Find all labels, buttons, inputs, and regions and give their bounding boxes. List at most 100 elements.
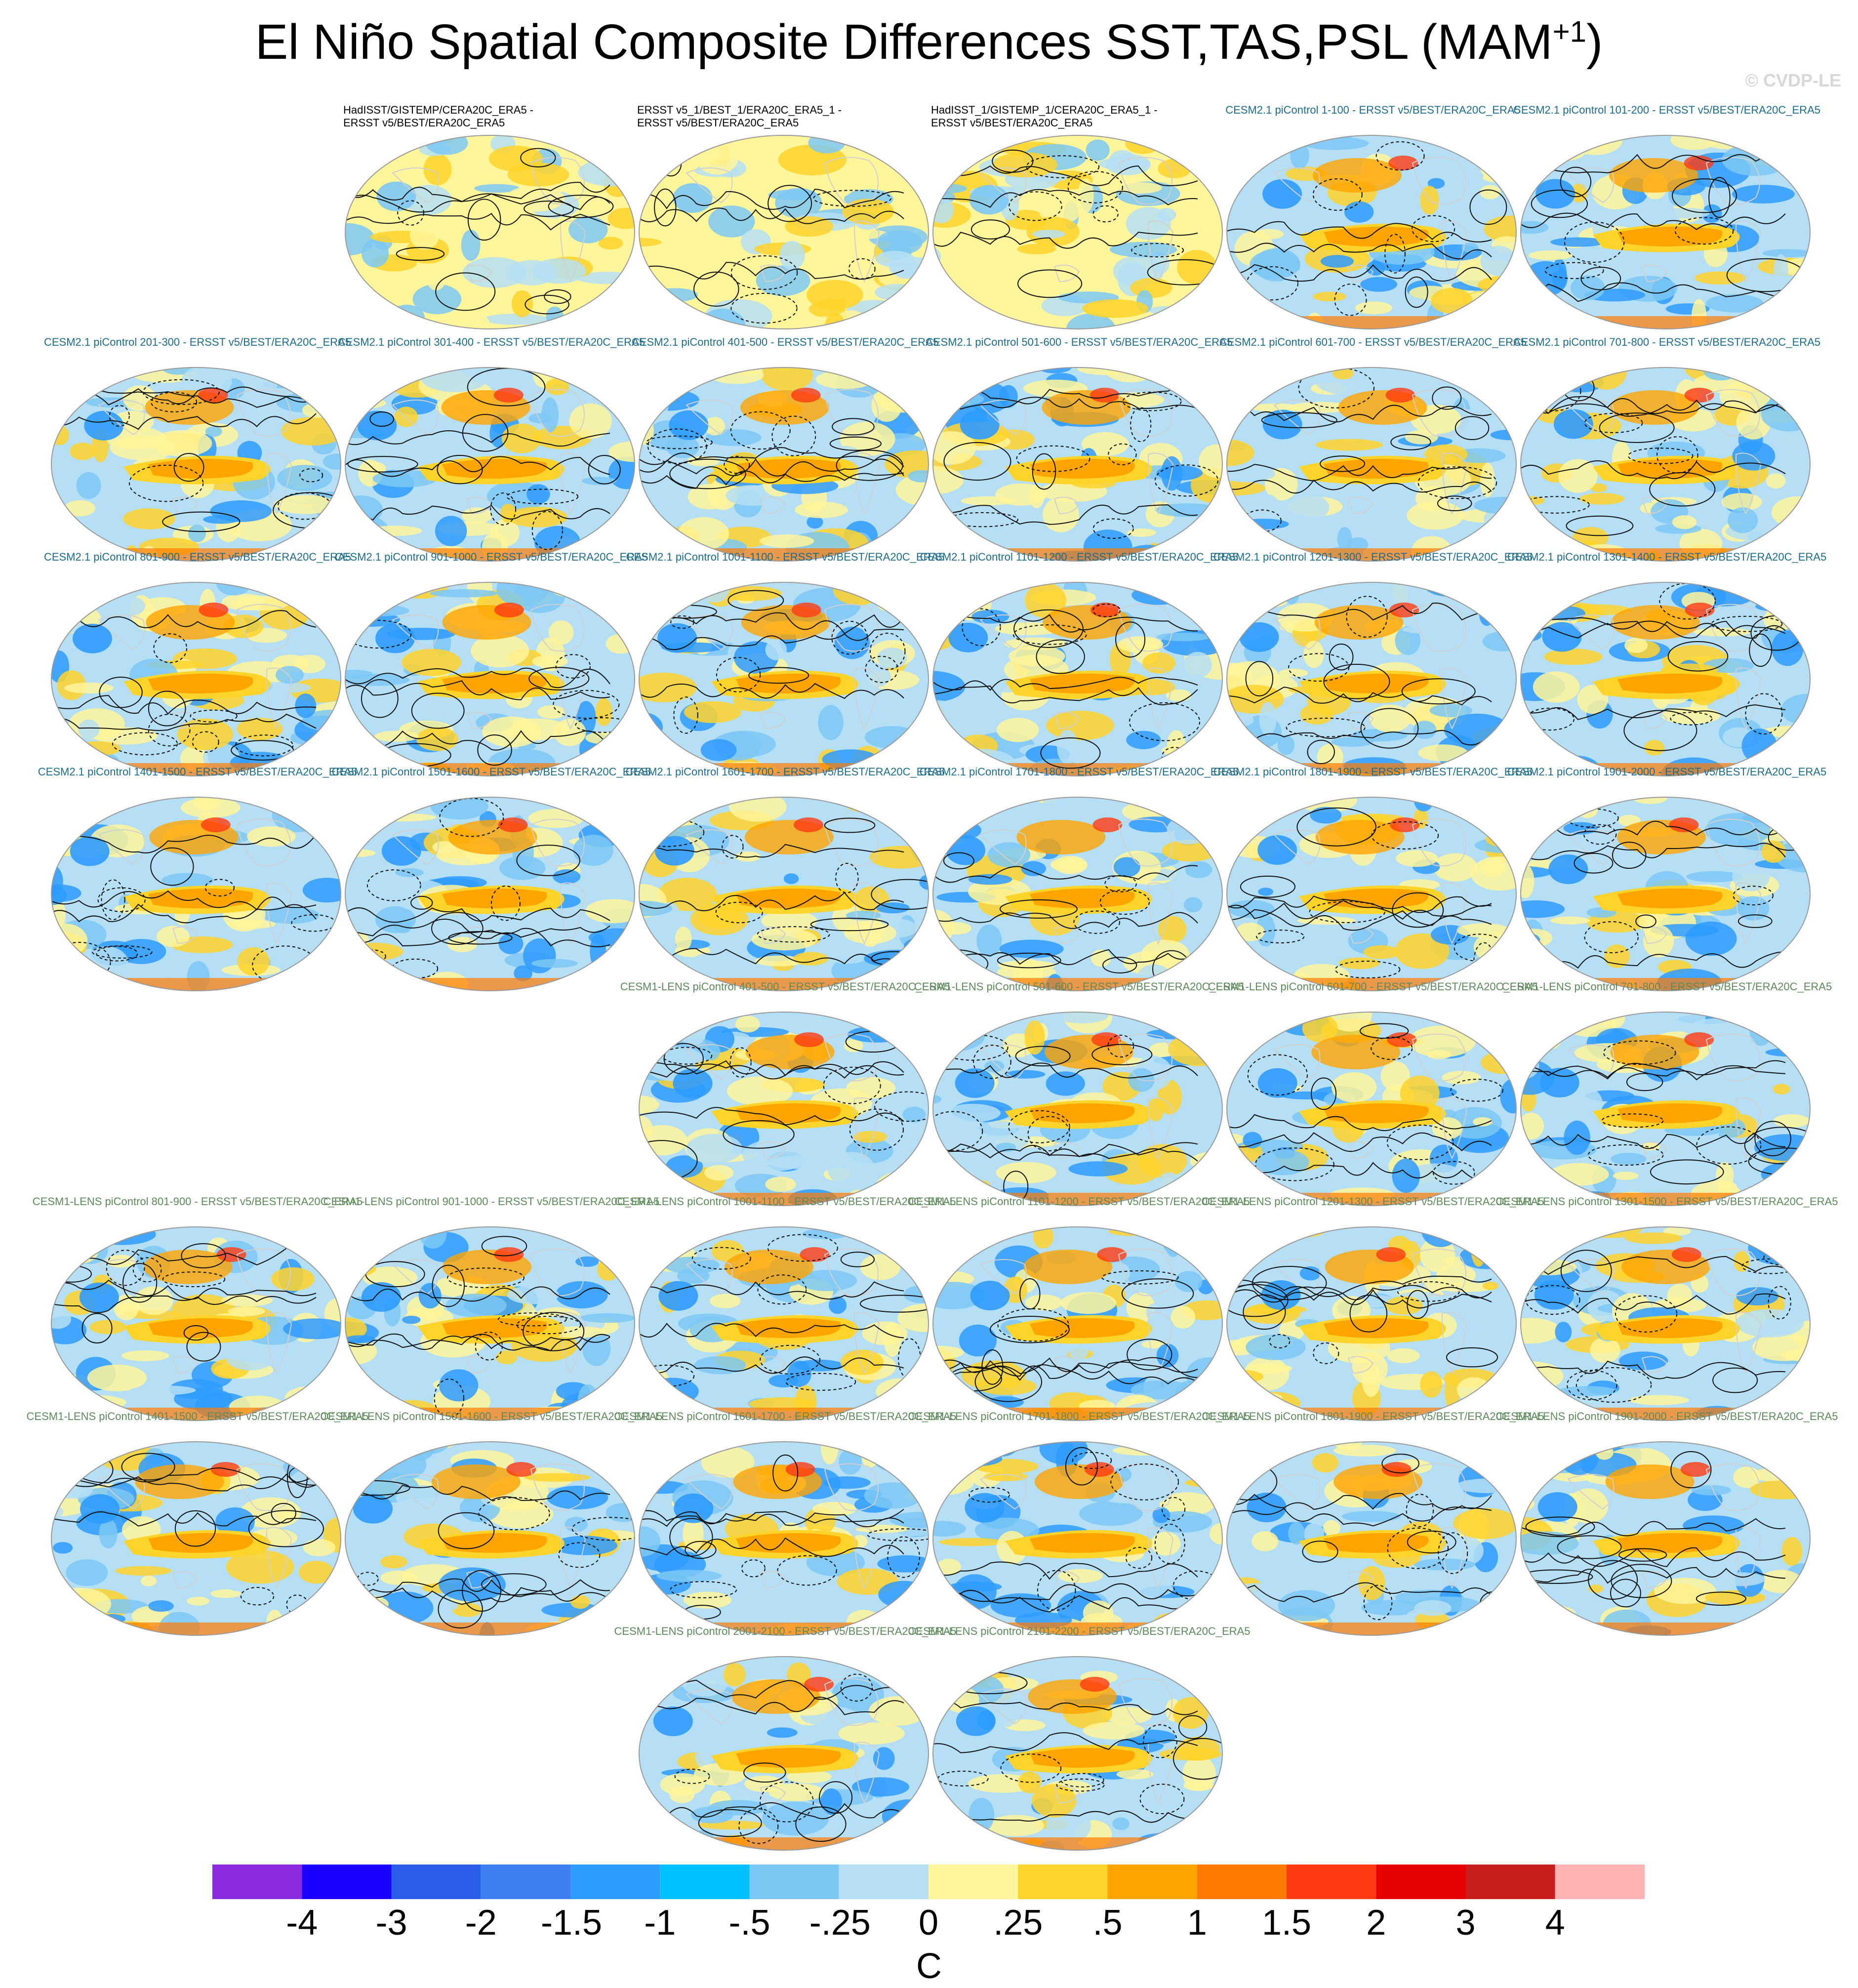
map-panel: CESM1-LENS piControl 2101-2200 - ERSST v… <box>908 1625 1250 1852</box>
colorbar-tick-label: -.5 <box>728 1903 770 1943</box>
panel-label: CESM2.1 piControl 1001-1100 - ERSST v5/B… <box>626 551 945 563</box>
title-superscript: +1 <box>1552 15 1586 48</box>
colorbar-tick-label: -.25 <box>809 1903 871 1943</box>
map-panel: CESM1-LENS piControl 1801-1900 - ERSST v… <box>1202 1410 1544 1637</box>
panel-label: CESM1-LENS piControl 401-500 - ERSST v5/… <box>620 980 951 993</box>
robinson-map <box>1226 1441 1517 1636</box>
map-panel: CESM2.1 piControl 1801-1900 - ERSST v5/B… <box>1213 766 1533 993</box>
robinson-map <box>639 1441 929 1636</box>
colorbar-swatch <box>929 1865 1018 1899</box>
colorbar-tick-label: 3 <box>1455 1903 1476 1943</box>
panel-label: HadISST_1/GISTEMP_1/CERA20C_ERA5_1 - ERS… <box>931 104 1158 129</box>
map-panel: CESM2.1 piControl 801-900 - ERSST v5/BES… <box>44 551 351 778</box>
colorbar-tick-label: -4 <box>286 1903 318 1943</box>
map-panel: CESM1-LENS piControl 1401-1500 - ERSST v… <box>27 1410 368 1637</box>
colorbar-tick-label: .5 <box>1092 1903 1123 1943</box>
robinson-map <box>345 1226 635 1421</box>
panel-label: CESM1-LENS piControl 2101-2200 - ERSST v… <box>908 1625 1251 1637</box>
panel-label: CESM2.1 piControl 401-500 - ERSST v5/BES… <box>632 336 939 348</box>
robinson-map <box>51 367 341 562</box>
robinson-map <box>639 1226 929 1421</box>
panel-label: CESM2.1 piControl 1801-1900 - ERSST v5/B… <box>1213 766 1533 778</box>
panel-label: CESM2.1 piControl 901-1000 - ERSST v5/BE… <box>334 551 648 563</box>
robinson-map <box>639 367 929 562</box>
colorbar-swatch <box>749 1865 839 1899</box>
colorbar-swatch <box>302 1865 392 1899</box>
colorbar-tick-label: 1.5 <box>1261 1903 1312 1943</box>
colorbar-swatch <box>1197 1865 1287 1899</box>
colorbar-swatch <box>1107 1865 1197 1899</box>
panel-label: CESM2.1 piControl 1401-1500 - ERSST v5/B… <box>38 766 358 778</box>
map-panel: CESM2.1 piControl 301-400 - ERSST v5/BES… <box>338 336 645 563</box>
panel-label: CESM1-LENS piControl 601-700 - ERSST v5/… <box>1208 980 1538 993</box>
colorbar-tick-label: .25 <box>993 1903 1043 1943</box>
robinson-map <box>1520 135 1811 329</box>
panel-label: CESM2.1 piControl 1601-1700 - ERSST v5/B… <box>625 766 945 778</box>
robinson-map <box>1226 1012 1517 1206</box>
panel-label: CESM1-LENS piControl 1601-1700 - ERSST v… <box>614 1410 957 1422</box>
robinson-map <box>51 1441 341 1636</box>
map-panel: CESM2.1 piControl 101-200 - ERSST v5/BES… <box>1513 104 1820 331</box>
map-panel: ERSST v5_1/BEST_1/ERA20C_ERA5_1 - ERSST … <box>637 104 930 331</box>
map-panel: CESM1-LENS piControl 1101-1200 - ERSST v… <box>908 1195 1250 1422</box>
map-panel: CESM2.1 piControl 1101-1200 - ERSST v5/B… <box>920 551 1238 778</box>
robinson-map <box>1520 1441 1811 1636</box>
colorbar-tick-label: 0 <box>918 1903 939 1943</box>
panel-label: CESM2.1 piControl 1501-1600 - ERSST v5/B… <box>331 766 651 778</box>
panel-label: CESM1-LENS piControl 1401-1500 - ERSST v… <box>26 1410 369 1422</box>
robinson-map <box>932 582 1223 776</box>
map-panel: CESM1-LENS piControl 1501-1600 - ERSST v… <box>321 1410 662 1637</box>
panel-label: CESM1-LENS piControl 701-800 - ERSST v5/… <box>1501 980 1832 993</box>
map-panel: CESM1-LENS piControl 1601-1700 - ERSST v… <box>614 1410 956 1637</box>
panel-label: CESM2.1 piControl 201-300 - ERSST v5/BES… <box>44 336 351 348</box>
title-close: ) <box>1586 14 1603 70</box>
colorbar-swatch <box>1287 1865 1376 1899</box>
watermark: © CVDP-LE <box>1745 70 1841 90</box>
map-panel: CESM1-LENS piControl 1001-1100 - ERSST v… <box>614 1195 956 1422</box>
panel-label: CESM1-LENS piControl 1801-1900 - ERSST v… <box>1202 1410 1544 1422</box>
map-panel: CESM1-LENS piControl 1701-1800 - ERSST v… <box>908 1410 1250 1637</box>
map-panel: CESM2.1 piControl 1701-1800 - ERSST v5/B… <box>920 766 1239 993</box>
robinson-map <box>1520 797 1811 991</box>
panel-label: CESM1-LENS piControl 901-1000 - ERSST v5… <box>323 1195 660 1208</box>
robinson-map <box>639 135 929 329</box>
panel-label: CESM2.1 piControl 1701-1800 - ERSST v5/B… <box>919 766 1239 778</box>
map-panel: CESM2.1 piControl 1601-1700 - ERSST v5/B… <box>626 766 945 993</box>
colorbar-tick-label: -3 <box>375 1903 407 1943</box>
robinson-map <box>639 797 929 991</box>
panel-label: CESM1-LENS piControl 1001-1100 - ERSST v… <box>614 1195 956 1208</box>
robinson-map <box>345 797 635 991</box>
panel-label: CESM2.1 piControl 1101-1200 - ERSST v5/B… <box>920 551 1239 563</box>
robinson-map <box>1226 367 1517 562</box>
robinson-map <box>345 135 635 329</box>
panel-label: CESM1-LENS piControl 1701-1800 - ERSST v… <box>908 1410 1251 1422</box>
colorbar-swatch <box>1555 1865 1645 1899</box>
map-panel: CESM2.1 piControl 1901-2000 - ERSST v5/B… <box>1507 766 1826 993</box>
panel-label: CESM1-LENS piControl 2001-2100 - ERSST v… <box>614 1625 957 1637</box>
map-panel: CESM1-LENS piControl 401-500 - ERSST v5/… <box>620 980 950 1208</box>
colorbar-swatch <box>1018 1865 1108 1899</box>
panel-label: CESM2.1 piControl 1901-2000 - ERSST v5/B… <box>1507 766 1827 778</box>
map-panel: CESM2.1 piControl 601-700 - ERSST v5/BES… <box>1219 336 1527 563</box>
colorbar-swatch <box>481 1865 570 1899</box>
robinson-map <box>639 1012 929 1206</box>
map-panel: CESM2.1 piControl 1201-1300 - ERSST v5/B… <box>1213 551 1533 778</box>
colorbar-tick-label: -1.5 <box>541 1903 603 1943</box>
panel-label: CESM1-LENS piControl 1501-1600 - ERSST v… <box>320 1410 663 1422</box>
robinson-map <box>1520 582 1811 776</box>
map-panel: CESM2.1 piControl 1-100 - ERSST v5/BEST/… <box>1225 104 1521 331</box>
robinson-map <box>51 582 341 776</box>
robinson-map <box>1226 797 1517 991</box>
panel-label: CESM2.1 piControl 1-100 - ERSST v5/BEST/… <box>1225 104 1521 116</box>
colorbar-tick-label: 1 <box>1187 1903 1207 1943</box>
robinson-map <box>932 1656 1223 1851</box>
robinson-map <box>1520 367 1811 562</box>
robinson-map <box>639 1656 929 1851</box>
panel-label: CESM1-LENS piControl 801-900 - ERSST v5/… <box>32 1195 363 1208</box>
panel-label: CESM2.1 piControl 501-600 - ERSST v5/BES… <box>926 336 1233 348</box>
robinson-map <box>51 797 341 991</box>
colorbar-swatch <box>570 1865 660 1899</box>
robinson-map <box>639 582 929 776</box>
map-panel: CESM2.1 piControl 401-500 - ERSST v5/BES… <box>632 336 939 563</box>
map-panel: CESM2.1 piControl 201-300 - ERSST v5/BES… <box>44 336 351 563</box>
